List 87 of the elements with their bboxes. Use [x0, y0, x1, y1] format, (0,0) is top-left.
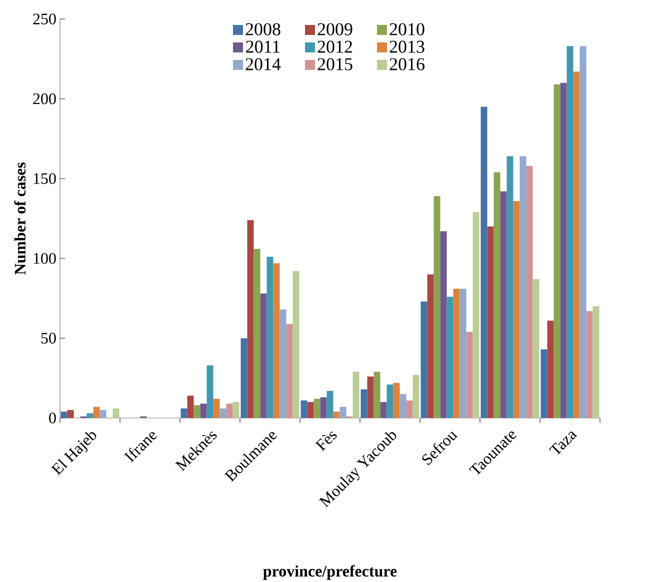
bar — [513, 200, 520, 418]
y-tick-label: 250 — [33, 14, 56, 24]
bar — [440, 231, 447, 418]
bar — [412, 374, 420, 418]
bar — [500, 191, 507, 418]
y-tick-label: 150 — [34, 173, 56, 184]
bar — [93, 406, 100, 418]
bar — [420, 301, 428, 418]
bar — [460, 288, 466, 418]
bar — [213, 398, 220, 418]
bar — [60, 412, 68, 418]
legend-label: 2011 — [246, 40, 280, 53]
bar — [247, 220, 254, 418]
bar — [540, 349, 548, 418]
x-axis-title: province/prefecture — [263, 565, 397, 580]
x-tick-label: Taza — [549, 432, 578, 455]
bar — [220, 408, 226, 418]
bar — [286, 324, 293, 418]
bar — [586, 311, 593, 418]
bar — [232, 402, 240, 418]
bar — [273, 263, 280, 418]
bar — [326, 390, 334, 418]
bar — [280, 309, 286, 418]
y-axis-title: Number of cases — [14, 162, 26, 275]
bar — [573, 72, 580, 418]
bar — [434, 196, 440, 418]
bar — [112, 408, 120, 418]
bar — [240, 338, 248, 418]
bar — [393, 382, 400, 418]
bar — [560, 82, 567, 418]
bar — [206, 365, 214, 418]
legend-label: 2010 — [390, 23, 424, 36]
bar — [67, 410, 74, 418]
bar — [380, 402, 387, 418]
bar — [86, 413, 94, 418]
bar — [374, 372, 380, 418]
bar — [554, 84, 560, 418]
bar — [333, 412, 340, 418]
bar — [446, 296, 454, 418]
bar — [526, 166, 533, 418]
bar — [320, 397, 327, 418]
bar — [592, 306, 600, 418]
bar — [453, 288, 460, 418]
bar — [472, 212, 480, 418]
bar — [386, 384, 394, 418]
y-tick-label: 100 — [34, 253, 56, 264]
bar — [400, 394, 406, 418]
bar — [487, 226, 494, 418]
bar — [200, 404, 207, 418]
legend-label: 2014 — [246, 58, 281, 70]
bar — [532, 279, 540, 418]
bar — [300, 400, 308, 418]
y-tick-label: 50 — [41, 332, 56, 344]
bar — [494, 172, 500, 418]
bar — [194, 405, 200, 418]
legend-label: 2008 — [246, 23, 280, 36]
bar — [566, 46, 574, 418]
bar — [360, 389, 368, 418]
bar — [480, 106, 488, 418]
bar — [314, 398, 320, 418]
bar — [547, 320, 554, 418]
bar — [226, 404, 233, 418]
bar — [466, 332, 473, 418]
bar — [340, 406, 346, 418]
bar — [254, 248, 260, 418]
bar — [352, 372, 360, 418]
bar — [180, 408, 188, 418]
legend-label: 2015 — [318, 58, 352, 70]
bar — [427, 274, 434, 418]
legend-label: 2016 — [390, 58, 424, 70]
y-tick-label: 200 — [33, 93, 56, 104]
bar — [266, 256, 274, 418]
bar — [520, 156, 526, 418]
bar — [187, 396, 194, 418]
bar — [260, 294, 267, 418]
bar — [406, 400, 413, 418]
bar — [367, 376, 374, 418]
bar — [292, 271, 300, 418]
bar — [307, 402, 314, 418]
legend-label: 2012 — [318, 40, 352, 53]
bar — [506, 156, 514, 418]
x-tick-label: Fès — [315, 431, 337, 452]
legend-label: 2009 — [318, 23, 352, 36]
bar — [580, 46, 586, 418]
bar — [100, 410, 106, 418]
legend-label: 2013 — [390, 40, 424, 53]
y-tick-label: 0 — [49, 412, 56, 424]
